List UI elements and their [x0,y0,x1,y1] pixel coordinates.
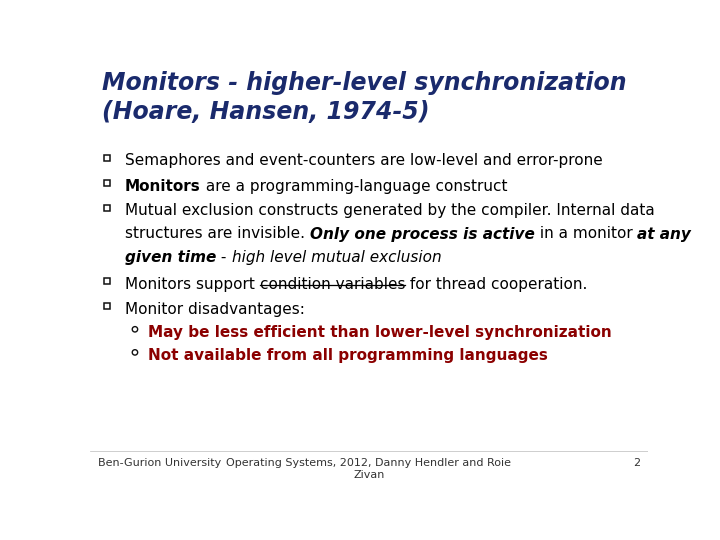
Text: 2: 2 [633,457,640,468]
Text: at any: at any [637,226,691,241]
Text: for thread cooperation.: for thread cooperation. [405,276,588,292]
Text: in a monitor: in a monitor [535,226,637,241]
Text: Mutual exclusion constructs generated by the compiler. Internal data: Mutual exclusion constructs generated by… [125,204,654,218]
Bar [104,154,110,161]
Text: structures are invisible.: structures are invisible. [125,226,310,241]
Text: May be less efficient than lower-level synchronization: May be less efficient than lower-level s… [148,325,612,340]
Text: Monitors - higher-level synchronization
(Hoare, Hansen, 1974-5): Monitors - higher-level synchronization … [102,71,626,124]
Text: -: - [216,249,232,265]
Text: condition variables: condition variables [260,276,405,292]
Text: given time: given time [125,249,216,265]
Text: Monitors support: Monitors support [125,276,260,292]
Bar [104,278,110,284]
Text: Monitors: Monitors [125,179,201,194]
Bar [104,180,110,186]
Bar [104,205,110,211]
Text: Operating Systems, 2012, Danny Hendler and Roie
Zivan: Operating Systems, 2012, Danny Hendler a… [227,457,511,480]
Text: Only one process is active: Only one process is active [310,226,535,241]
Text: Not available from all programming languages: Not available from all programming langu… [148,348,548,363]
Text: Ben-Gurion University: Ben-Gurion University [98,457,221,468]
Text: Semaphores and event-counters are low-level and error-prone: Semaphores and event-counters are low-le… [125,153,603,168]
Text: are a programming-language construct: are a programming-language construct [201,179,507,194]
Text: Monitor disadvantages:: Monitor disadvantages: [125,302,305,317]
Bar [104,303,110,309]
Text: high level mutual exclusion: high level mutual exclusion [232,249,441,265]
